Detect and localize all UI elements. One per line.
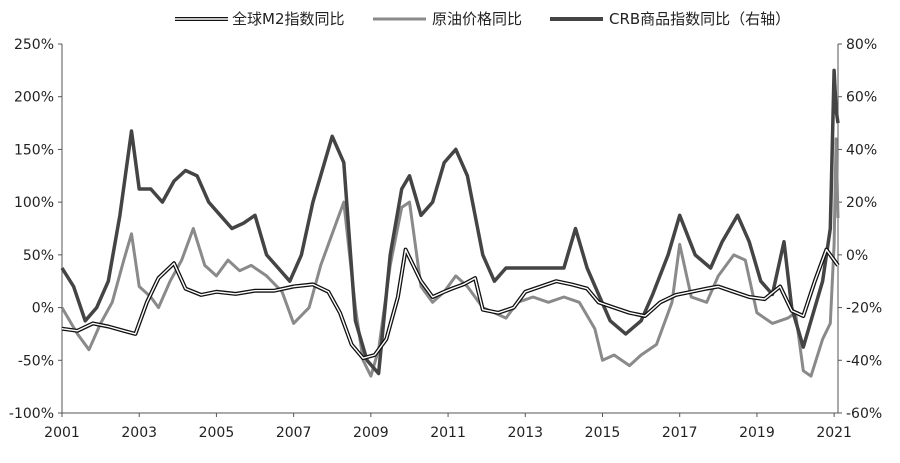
y-left-tick-label: 100% (14, 195, 54, 211)
y-left-tick-label: 50% (23, 248, 54, 264)
legend-label-m2: 全球M2指数同比 (232, 10, 345, 28)
legend-label-oil: 原油价格同比 (432, 10, 522, 28)
x-tick-label: 2011 (430, 425, 466, 441)
y-right-tick-label: 0% (846, 248, 868, 264)
series-crb-line (60, 68, 840, 376)
series-oil-line (60, 137, 840, 378)
y-left-tick-label: -100% (9, 406, 54, 422)
x-tick-label: 2001 (44, 425, 80, 441)
legend-label-crb: CRB商品指数同比（右轴） (609, 10, 790, 28)
y-left-axis: 250% 200% 150% 100% 50% 0% -50% -100% (9, 37, 62, 422)
y-left-tick-label: 250% (14, 37, 54, 53)
y-left-tick-label: -50% (18, 353, 54, 369)
y-right-axis: 80% 60% 40% 20% 0% -20% -40% -60% (838, 37, 882, 422)
x-tick-label: 2015 (585, 425, 621, 441)
x-tick-label: 2017 (662, 425, 698, 441)
y-left-tick-label: 150% (14, 142, 54, 158)
x-tick-label: 2013 (507, 425, 543, 441)
y-left-tick-label: 200% (14, 90, 54, 106)
y-right-tick-label: 80% (846, 37, 877, 53)
x-axis: 2001 2003 2005 2007 2009 2011 2013 2015 2017 2019… (44, 413, 852, 441)
y-left-tick-label: 0% (32, 301, 54, 317)
x-tick-label: 2009 (353, 425, 389, 441)
x-tick-label: 2019 (739, 425, 775, 441)
y-right-tick-label: 20% (846, 195, 877, 211)
plot-area (60, 68, 840, 378)
series-m2-line-inner (61, 248, 839, 359)
legend: 全球M2指数同比 原油价格同比 CRB商品指数同比（右轴） (175, 10, 790, 28)
x-tick-label: 2007 (276, 425, 312, 441)
x-tick-label: 2021 (816, 425, 852, 441)
y-right-tick-label: -60% (846, 406, 882, 422)
y-right-tick-label: -40% (846, 353, 882, 369)
y-right-tick-label: 40% (846, 142, 877, 158)
x-tick-label: 2003 (121, 425, 157, 441)
y-right-tick-label: -20% (846, 301, 882, 317)
axes (61, 44, 839, 414)
x-tick-label: 2005 (199, 425, 235, 441)
y-right-tick-label: 60% (846, 90, 877, 106)
